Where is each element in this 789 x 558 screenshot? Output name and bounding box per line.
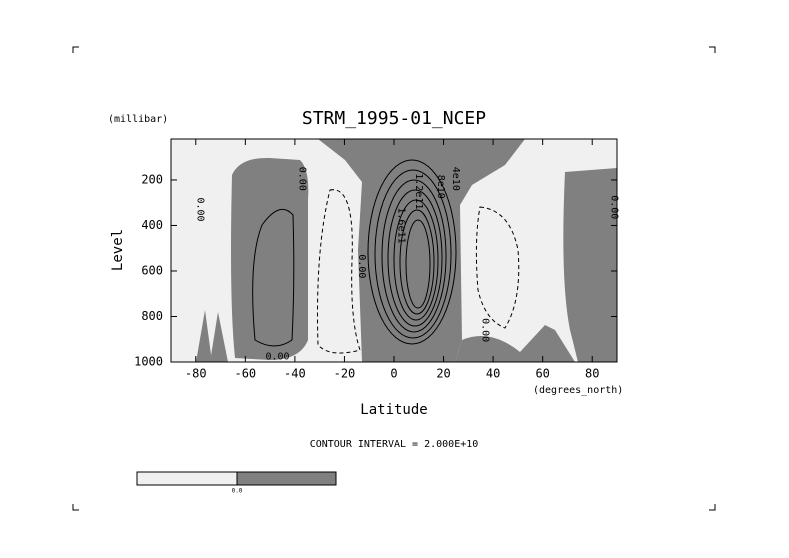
- x-tick-label: 60: [535, 367, 549, 381]
- contour-label: 4e10: [450, 167, 461, 191]
- x-tick-label: -20: [334, 367, 356, 381]
- x-tick-label: 20: [436, 367, 450, 381]
- positive-regions: [196, 139, 617, 362]
- colorbar-positive: [236, 471, 337, 486]
- contour-note: CONTOUR INTERVAL = 2.000E+10: [310, 439, 479, 450]
- colorbar-label: 0.0: [232, 488, 243, 495]
- contour-lines: [252, 159, 520, 354]
- x-tick-label: 40: [486, 367, 500, 381]
- y-axis-label: Level: [110, 229, 126, 271]
- x-tick-label: -40: [284, 367, 306, 381]
- colorbar-negative: [136, 471, 238, 486]
- contour-label: 1.6e11: [395, 207, 406, 243]
- contour-label: 0.00: [356, 254, 367, 278]
- y-unit: (millibar): [108, 114, 168, 125]
- colorbar: [136, 471, 337, 486]
- y-tick-label: 400: [141, 218, 163, 232]
- y-tick-label: 200: [141, 172, 163, 186]
- contour-label: 8e10: [435, 175, 446, 199]
- plot-area: [170, 138, 618, 363]
- y-tick-label: 1000: [134, 355, 163, 369]
- contour-label: 1.2e11: [413, 173, 424, 209]
- y-tick-label: 800: [141, 309, 163, 323]
- x-tick-label: -60: [234, 367, 256, 381]
- contour-label: 0.00: [296, 167, 307, 191]
- y-tick-label: 600: [141, 263, 163, 277]
- corner-marks: [72, 46, 716, 511]
- contour-label: 0.00: [609, 195, 620, 219]
- contour-label: 0.00: [265, 351, 289, 362]
- x-unit: (degrees_north): [533, 385, 623, 396]
- x-axis-label: Latitude: [360, 402, 427, 418]
- x-tick-label: 0: [390, 367, 397, 381]
- chart-title: STRM_1995-01_NCEP: [302, 108, 486, 129]
- contour-label: 0.00: [480, 318, 491, 342]
- contour-label: 0.00: [195, 197, 206, 221]
- x-tick-label: -80: [185, 367, 207, 381]
- x-tick-label: 80: [585, 367, 599, 381]
